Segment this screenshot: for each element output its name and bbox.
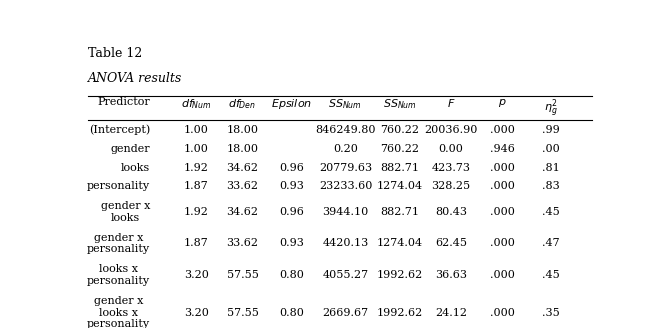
Text: personality: personality <box>87 181 150 192</box>
Text: .000: .000 <box>490 238 515 248</box>
Text: .000: .000 <box>490 270 515 280</box>
Text: 1.87: 1.87 <box>184 238 208 248</box>
Text: 18.00: 18.00 <box>226 144 258 154</box>
Text: 1274.04: 1274.04 <box>376 181 422 192</box>
Text: 0.93: 0.93 <box>279 181 304 192</box>
Text: 34.62: 34.62 <box>226 163 258 173</box>
Text: .000: .000 <box>490 125 515 135</box>
Text: .99: .99 <box>542 125 560 135</box>
Text: .946: .946 <box>490 144 515 154</box>
Text: $\mathit{df}_{Num}$: $\mathit{df}_{Num}$ <box>181 97 212 111</box>
Text: $\mathit{SS}_{Num}$: $\mathit{SS}_{Num}$ <box>329 97 363 111</box>
Text: $\mathit{SS}_{Num}$: $\mathit{SS}_{Num}$ <box>382 97 416 111</box>
Text: 328.25: 328.25 <box>432 181 471 192</box>
Text: .83: .83 <box>542 181 560 192</box>
Text: 62.45: 62.45 <box>435 238 467 248</box>
Text: 1992.62: 1992.62 <box>376 270 422 280</box>
Text: 4420.13: 4420.13 <box>322 238 369 248</box>
Text: Predictor: Predictor <box>97 97 150 108</box>
Text: $\mathit{F}$: $\mathit{F}$ <box>447 97 456 110</box>
Text: $\mathit{p}$: $\mathit{p}$ <box>498 97 507 110</box>
Text: 20779.63: 20779.63 <box>319 163 372 173</box>
Text: $\mathit{Epsilon}$: $\mathit{Epsilon}$ <box>271 97 312 112</box>
Text: 34.62: 34.62 <box>226 207 258 217</box>
Text: ANOVA results: ANOVA results <box>88 72 183 85</box>
Text: 3.20: 3.20 <box>184 270 208 280</box>
Text: looks x
personality: looks x personality <box>87 264 150 286</box>
Text: .000: .000 <box>490 181 515 192</box>
Text: 1.92: 1.92 <box>184 163 208 173</box>
Text: 846249.80: 846249.80 <box>315 125 376 135</box>
Text: .47: .47 <box>542 238 560 248</box>
Text: 1.00: 1.00 <box>184 125 208 135</box>
Text: gender: gender <box>110 144 150 154</box>
Text: 33.62: 33.62 <box>226 181 258 192</box>
Text: .000: .000 <box>490 163 515 173</box>
Text: 36.63: 36.63 <box>435 270 467 280</box>
Text: 423.73: 423.73 <box>432 163 470 173</box>
Text: .81: .81 <box>542 163 560 173</box>
Text: 18.00: 18.00 <box>226 125 258 135</box>
Text: 4055.27: 4055.27 <box>323 270 369 280</box>
Text: 0.00: 0.00 <box>438 144 463 154</box>
Text: 1.87: 1.87 <box>184 181 208 192</box>
Text: .00: .00 <box>542 144 560 154</box>
Text: 33.62: 33.62 <box>226 238 258 248</box>
Text: 3944.10: 3944.10 <box>322 207 369 217</box>
Text: 57.55: 57.55 <box>226 270 258 280</box>
Text: 20036.90: 20036.90 <box>424 125 477 135</box>
Text: 882.71: 882.71 <box>380 207 419 217</box>
Text: 80.43: 80.43 <box>435 207 467 217</box>
Text: 1.00: 1.00 <box>184 144 208 154</box>
Text: 0.20: 0.20 <box>333 144 358 154</box>
Text: .45: .45 <box>542 207 560 217</box>
Text: $\mathit{df}_{Den}$: $\mathit{df}_{Den}$ <box>228 97 256 111</box>
Text: .000: .000 <box>490 207 515 217</box>
Text: .45: .45 <box>542 270 560 280</box>
Text: 0.93: 0.93 <box>279 238 304 248</box>
Text: 0.80: 0.80 <box>279 308 304 318</box>
Text: 3.20: 3.20 <box>184 308 208 318</box>
Text: 0.80: 0.80 <box>279 270 304 280</box>
Text: gender x
looks: gender x looks <box>100 201 150 222</box>
Text: (Intercept): (Intercept) <box>89 124 150 135</box>
Text: 2669.67: 2669.67 <box>323 308 369 318</box>
Text: 0.96: 0.96 <box>279 207 304 217</box>
Text: 1992.62: 1992.62 <box>376 308 422 318</box>
Text: 760.22: 760.22 <box>380 125 419 135</box>
Text: 57.55: 57.55 <box>226 308 258 318</box>
Text: 1274.04: 1274.04 <box>376 238 422 248</box>
Text: Table 12: Table 12 <box>88 47 142 60</box>
Text: 24.12: 24.12 <box>435 308 467 318</box>
Text: 23233.60: 23233.60 <box>319 181 372 192</box>
Text: 882.71: 882.71 <box>380 163 419 173</box>
Text: looks: looks <box>121 163 150 173</box>
Text: $\mathit{\eta}^2_g$: $\mathit{\eta}^2_g$ <box>544 97 558 120</box>
Text: .35: .35 <box>542 308 560 318</box>
Text: gender x
personality: gender x personality <box>87 233 150 254</box>
Text: .000: .000 <box>490 308 515 318</box>
Text: gender x
looks x
personality: gender x looks x personality <box>87 296 150 328</box>
Text: 760.22: 760.22 <box>380 144 419 154</box>
Text: 1.92: 1.92 <box>184 207 208 217</box>
Text: 0.96: 0.96 <box>279 163 304 173</box>
